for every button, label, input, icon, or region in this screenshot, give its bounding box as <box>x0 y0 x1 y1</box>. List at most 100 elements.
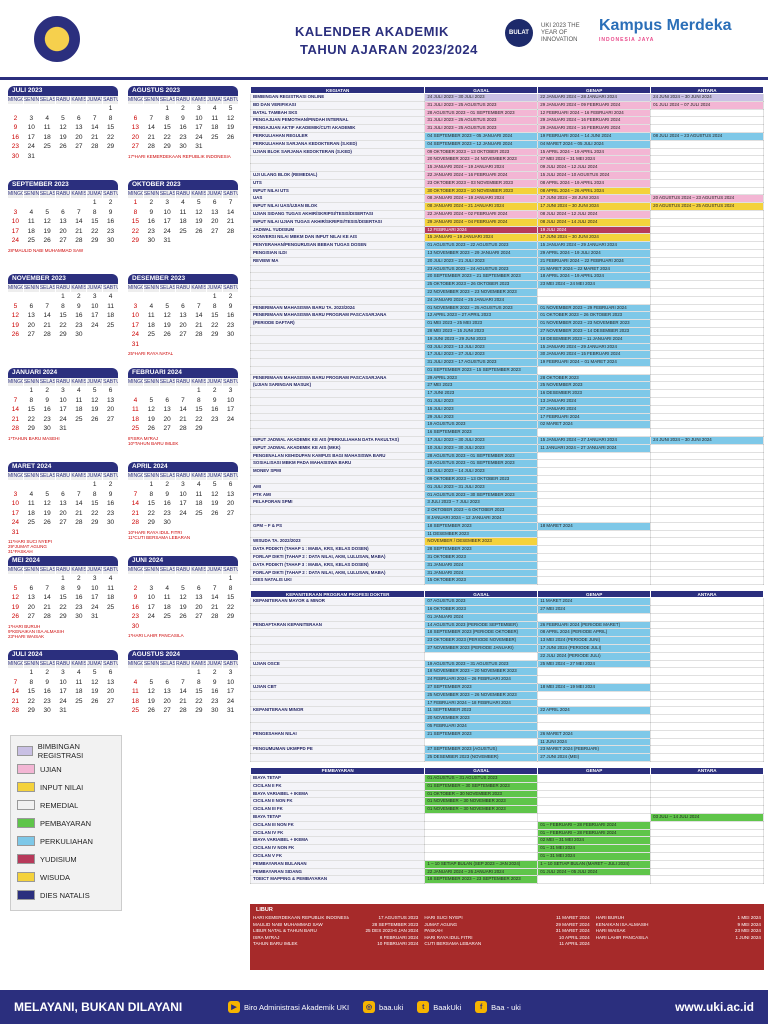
day-cell[interactable]: 31 <box>128 340 143 349</box>
day-cell[interactable]: 10 <box>175 490 191 499</box>
day-cell[interactable]: 21 <box>87 133 103 142</box>
day-cell[interactable]: 24 <box>223 415 238 424</box>
day-cell[interactable]: 26 <box>87 697 103 706</box>
day-cell[interactable]: 10 <box>87 302 103 311</box>
day-cell[interactable]: 16 <box>159 500 175 509</box>
day-cell[interactable]: 5 <box>39 208 55 217</box>
day-cell[interactable]: 17 <box>223 688 238 697</box>
day-cell[interactable]: 13 <box>191 594 207 603</box>
day-cell[interactable]: 7 <box>128 490 143 499</box>
day-cell[interactable]: 31 <box>55 707 71 716</box>
day-cell[interactable]: 14 <box>175 688 191 697</box>
day-cell[interactable]: 27 <box>55 237 71 246</box>
day-cell[interactable]: 24 <box>55 697 71 706</box>
day-cell[interactable]: 16 <box>103 218 118 227</box>
day-cell[interactable]: 24 <box>191 133 207 142</box>
day-cell[interactable]: 16 <box>71 312 87 321</box>
day-cell[interactable]: 10 <box>223 678 238 687</box>
day-cell[interactable]: 27 <box>159 425 175 434</box>
day-cell[interactable]: 17 <box>55 406 71 415</box>
day-cell[interactable]: 1 <box>87 199 103 208</box>
day-cell[interactable]: 7 <box>223 199 238 208</box>
day-cell[interactable]: 22 <box>103 133 118 142</box>
day-cell[interactable]: 31 <box>8 528 23 537</box>
day-cell[interactable]: 22 <box>143 509 159 518</box>
day-cell[interactable]: 12 <box>39 218 55 227</box>
day-cell[interactable]: 2 <box>128 584 143 593</box>
day-cell[interactable]: 25 <box>23 237 39 246</box>
day-cell[interactable]: 12 <box>223 114 238 123</box>
day-cell[interactable]: 14 <box>175 406 191 415</box>
day-cell[interactable]: 28 <box>87 143 103 152</box>
day-cell[interactable]: 1 <box>23 387 39 396</box>
day-cell[interactable]: 27 <box>175 331 191 340</box>
day-cell[interactable]: 4 <box>175 199 191 208</box>
day-cell[interactable]: 9 <box>207 396 223 405</box>
day-cell[interactable]: 22 <box>191 697 207 706</box>
day-cell[interactable]: 31 <box>55 425 71 434</box>
day-cell[interactable]: 1 <box>143 481 159 490</box>
day-cell[interactable]: 16 <box>39 688 55 697</box>
day-cell[interactable]: 9 <box>71 302 87 311</box>
day-cell[interactable]: 12 <box>55 124 71 133</box>
day-cell[interactable]: 12 <box>39 500 55 509</box>
day-cell[interactable]: 27 <box>103 415 118 424</box>
day-cell[interactable]: 18 <box>191 500 207 509</box>
day-cell[interactable]: 5 <box>143 396 159 405</box>
day-cell[interactable]: 4 <box>23 208 39 217</box>
day-cell[interactable]: 20 <box>159 697 175 706</box>
day-cell[interactable]: 5 <box>207 481 223 490</box>
day-cell[interactable]: 20 <box>223 500 238 509</box>
day-cell[interactable]: 31 <box>191 143 207 152</box>
day-cell[interactable]: 20 <box>23 603 39 612</box>
day-cell[interactable]: 27 <box>55 519 71 528</box>
day-cell[interactable]: 11 <box>207 114 223 123</box>
day-cell[interactable]: 22 <box>191 415 207 424</box>
day-cell[interactable]: 25 <box>207 133 223 142</box>
day-cell[interactable]: 25 <box>128 707 143 716</box>
day-cell[interactable]: 5 <box>8 584 23 593</box>
day-cell[interactable]: 7 <box>39 302 55 311</box>
day-cell[interactable]: 23 <box>207 415 223 424</box>
day-cell[interactable]: 21 <box>143 133 159 142</box>
day-cell[interactable]: 5 <box>87 387 103 396</box>
day-cell[interactable]: 14 <box>143 124 159 133</box>
day-cell[interactable]: 4 <box>128 396 143 405</box>
day-cell[interactable]: 5 <box>87 669 103 678</box>
day-cell[interactable]: 23 <box>223 321 238 330</box>
day-cell[interactable]: 19 <box>159 321 175 330</box>
day-cell[interactable]: 8 <box>23 678 39 687</box>
day-cell[interactable]: 15 <box>143 500 159 509</box>
day-cell[interactable]: 20 <box>159 415 175 424</box>
day-cell[interactable]: 8 <box>191 396 207 405</box>
day-cell[interactable]: 28 <box>207 613 223 622</box>
day-cell[interactable]: 20 <box>103 406 118 415</box>
day-cell[interactable]: 9 <box>8 124 23 133</box>
day-cell[interactable]: 4 <box>23 490 39 499</box>
day-cell[interactable]: 28 <box>143 143 159 152</box>
day-cell[interactable]: 2 <box>8 114 23 123</box>
day-cell[interactable]: 14 <box>39 312 55 321</box>
day-cell[interactable]: 21 <box>175 697 191 706</box>
day-cell[interactable]: 24 <box>87 603 103 612</box>
website-link[interactable]: www.uki.ac.id <box>675 1000 754 1014</box>
day-cell[interactable]: 10 <box>55 396 71 405</box>
day-cell[interactable]: 17 <box>23 133 39 142</box>
day-cell[interactable]: 13 <box>159 688 175 697</box>
day-cell[interactable]: 17 <box>191 124 207 133</box>
day-cell[interactable]: 4 <box>207 105 223 114</box>
day-cell[interactable]: 29 <box>207 331 223 340</box>
day-cell[interactable]: 13 <box>55 500 71 509</box>
day-cell[interactable]: 27 <box>207 227 223 236</box>
day-cell[interactable]: 1 <box>55 575 71 584</box>
day-cell[interactable]: 13 <box>23 594 39 603</box>
day-cell[interactable]: 14 <box>71 500 87 509</box>
day-cell[interactable]: 1 <box>55 293 71 302</box>
day-cell[interactable]: 16 <box>8 133 23 142</box>
day-cell[interactable]: 15 <box>55 594 71 603</box>
day-cell[interactable]: 25 <box>23 519 39 528</box>
day-cell[interactable]: 18 <box>103 594 118 603</box>
day-cell[interactable]: 31 <box>159 237 175 246</box>
day-cell[interactable]: 30 <box>71 331 87 340</box>
day-cell[interactable]: 27 <box>103 697 118 706</box>
